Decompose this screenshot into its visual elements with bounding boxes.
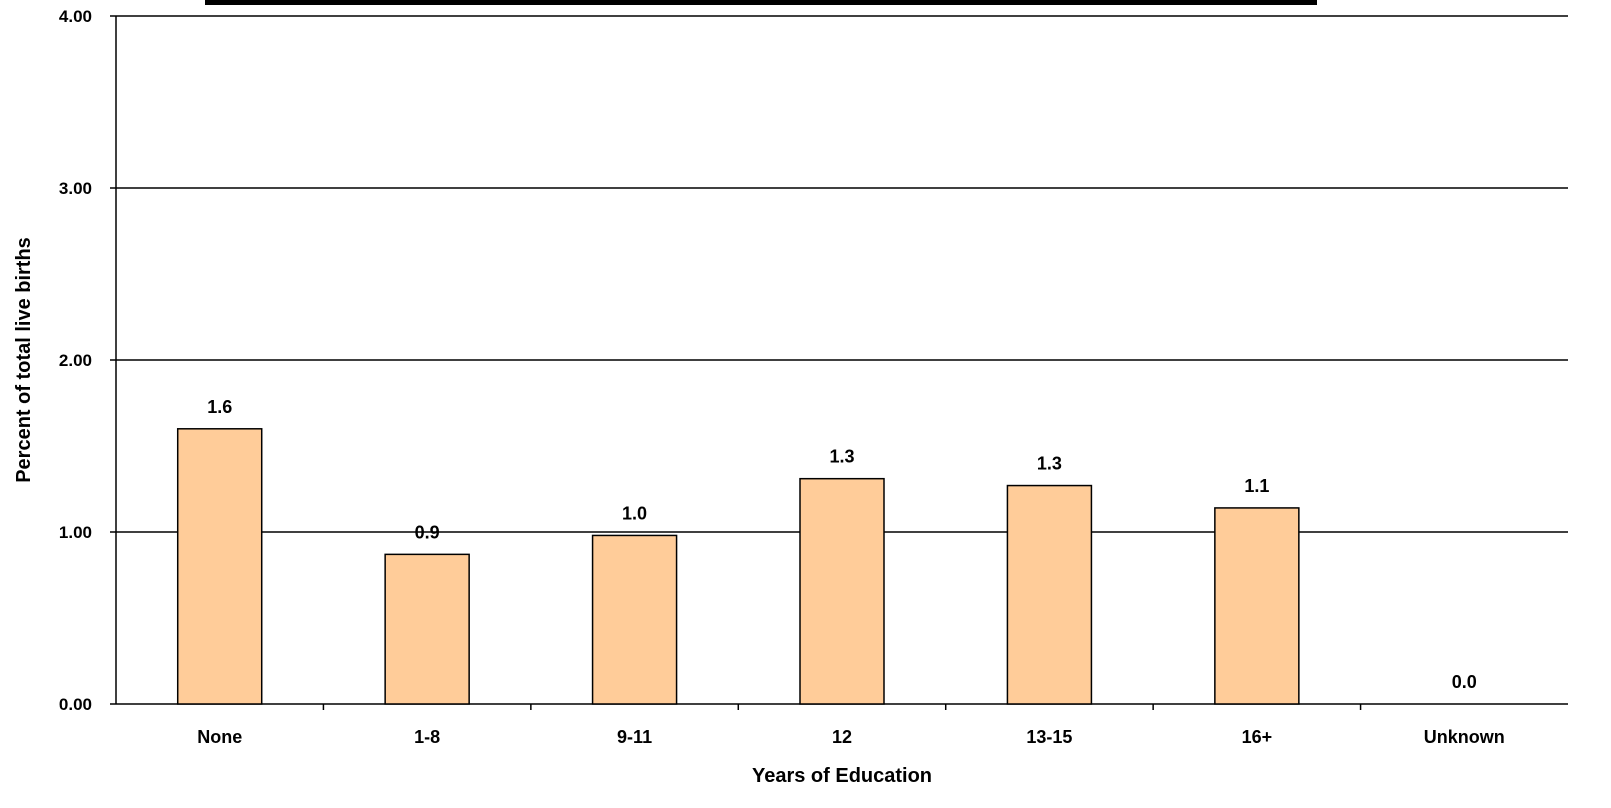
data-label: 1.1 <box>1244 476 1269 496</box>
y-tick-label: 4.00 <box>59 7 92 26</box>
y-tick-label: 0.00 <box>59 695 92 714</box>
bar <box>591 534 678 705</box>
y-tick-label: 1.00 <box>59 523 92 542</box>
bar <box>176 428 263 705</box>
y-axis-title: Percent of total live births <box>13 237 35 483</box>
x-category-label: 16+ <box>1242 727 1273 747</box>
data-label: 1.3 <box>1037 454 1062 474</box>
bar <box>799 477 885 705</box>
x-category-label: None <box>197 727 242 747</box>
bar <box>1006 484 1093 705</box>
x-axis-title: Years of Education <box>752 765 932 787</box>
x-category-labels: None 1-8 9-11 12 13-15 16+ Unknown <box>197 727 1505 747</box>
bar <box>384 553 470 705</box>
data-label: 0.9 <box>415 522 440 542</box>
data-label: 1.6 <box>207 397 232 417</box>
top-border-bar <box>205 0 1317 5</box>
y-tick-label: 2.00 <box>59 351 92 370</box>
x-category-label: 13-15 <box>1026 727 1072 747</box>
y-tick-label: 3.00 <box>59 179 92 198</box>
y-tick-labels: 0.00 1.00 2.00 3.00 4.00 <box>59 7 92 714</box>
data-label: 1.3 <box>829 447 854 467</box>
x-category-label: 9-11 <box>617 727 652 747</box>
x-category-label: Unknown <box>1424 727 1505 747</box>
data-label: 1.0 <box>622 503 647 523</box>
data-labels: 1.6 0.9 1.0 1.3 1.3 1.1 0.0 <box>207 397 1477 692</box>
bars <box>176 428 1300 705</box>
data-label: 0.0 <box>1452 672 1477 692</box>
x-category-label: 12 <box>832 727 852 747</box>
bar <box>1214 507 1300 705</box>
x-category-label: 1-8 <box>414 727 440 747</box>
